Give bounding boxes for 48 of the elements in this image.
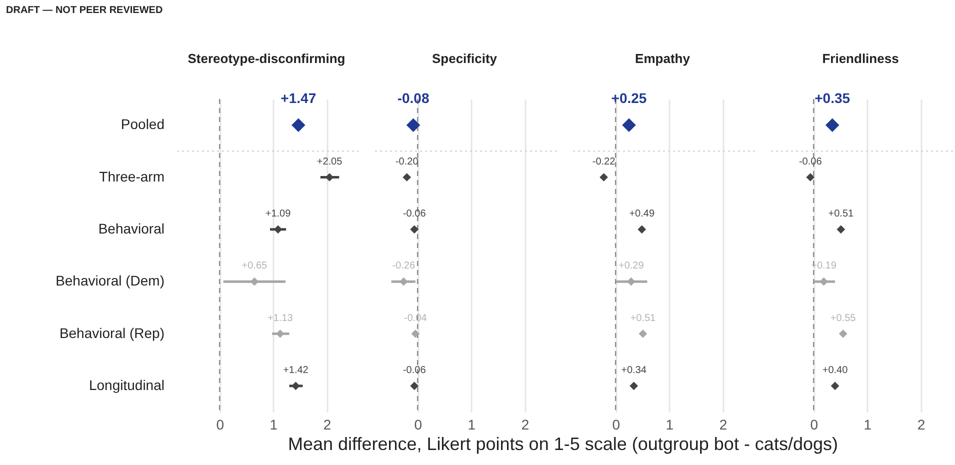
chart-title: Specificity bbox=[432, 51, 498, 66]
x-tick-label: 0 bbox=[810, 416, 818, 432]
y-tick-label: Behavioral (Rep) bbox=[59, 324, 164, 341]
data-label: +0.40 bbox=[822, 364, 848, 376]
x-tick-label: 2 bbox=[917, 416, 926, 432]
data-label: -0.06 bbox=[402, 364, 426, 376]
y-tick-label: Three-arm bbox=[99, 168, 164, 184]
x-tick-label: 0 bbox=[414, 416, 422, 432]
x-tick-label: 2 bbox=[719, 416, 728, 432]
data-label: -0.26 bbox=[392, 260, 416, 272]
chart-title: Empathy bbox=[635, 51, 691, 66]
y-tick-label: Behavioral bbox=[98, 220, 164, 236]
data-label: +0.49 bbox=[629, 208, 655, 220]
x-tick-label: 1 bbox=[468, 416, 476, 432]
data-label: -0.20 bbox=[395, 156, 419, 168]
data-label: -0.04 bbox=[404, 312, 428, 324]
y-tick-label: Longitudinal bbox=[88, 376, 164, 393]
x-axis-title: Mean difference, Likert points on 1-5 scale (outgroup bot - cats/dogs) bbox=[287, 434, 839, 455]
data-label: +0.25 bbox=[611, 90, 647, 106]
x-tick-label: 1 bbox=[864, 416, 872, 432]
data-label: +0.34 bbox=[621, 364, 647, 376]
text: DRAFT — NOT PEER REVIEWED bbox=[6, 5, 163, 16]
x-tick-label: 1 bbox=[666, 416, 674, 432]
chart-title: Stereotype-disconfirming bbox=[188, 51, 346, 66]
data-label: +1.42 bbox=[283, 364, 309, 376]
data-label: +0.35 bbox=[814, 90, 850, 106]
data-label: +0.29 bbox=[618, 260, 644, 272]
y-tick-label: Pooled bbox=[120, 116, 164, 132]
data-label: +1.09 bbox=[265, 208, 292, 220]
x-tick-label: 0 bbox=[216, 416, 224, 432]
data-label: -0.06 bbox=[798, 156, 822, 168]
chart-title: Friendliness bbox=[822, 51, 899, 66]
x-tick-label: 2 bbox=[323, 416, 332, 432]
data-label: +1.13 bbox=[268, 312, 294, 324]
data-label: +0.65 bbox=[242, 260, 268, 272]
data-label: -0.22 bbox=[592, 156, 616, 168]
data-label: +1.47 bbox=[280, 90, 316, 106]
x-tick-label: 0 bbox=[612, 416, 620, 432]
data-label: +0.19 bbox=[811, 260, 837, 272]
data-label: -0.08 bbox=[397, 90, 430, 106]
data-label: -0.06 bbox=[402, 208, 426, 220]
data-label: +0.55 bbox=[830, 312, 856, 324]
data-label: +0.51 bbox=[630, 312, 656, 324]
x-tick-label: 1 bbox=[270, 416, 278, 432]
data-label: +0.51 bbox=[828, 208, 854, 220]
y-tick-label: Behavioral (Dem) bbox=[56, 272, 164, 289]
x-tick-label: 2 bbox=[521, 416, 530, 432]
data-label: +2.05 bbox=[316, 156, 343, 168]
